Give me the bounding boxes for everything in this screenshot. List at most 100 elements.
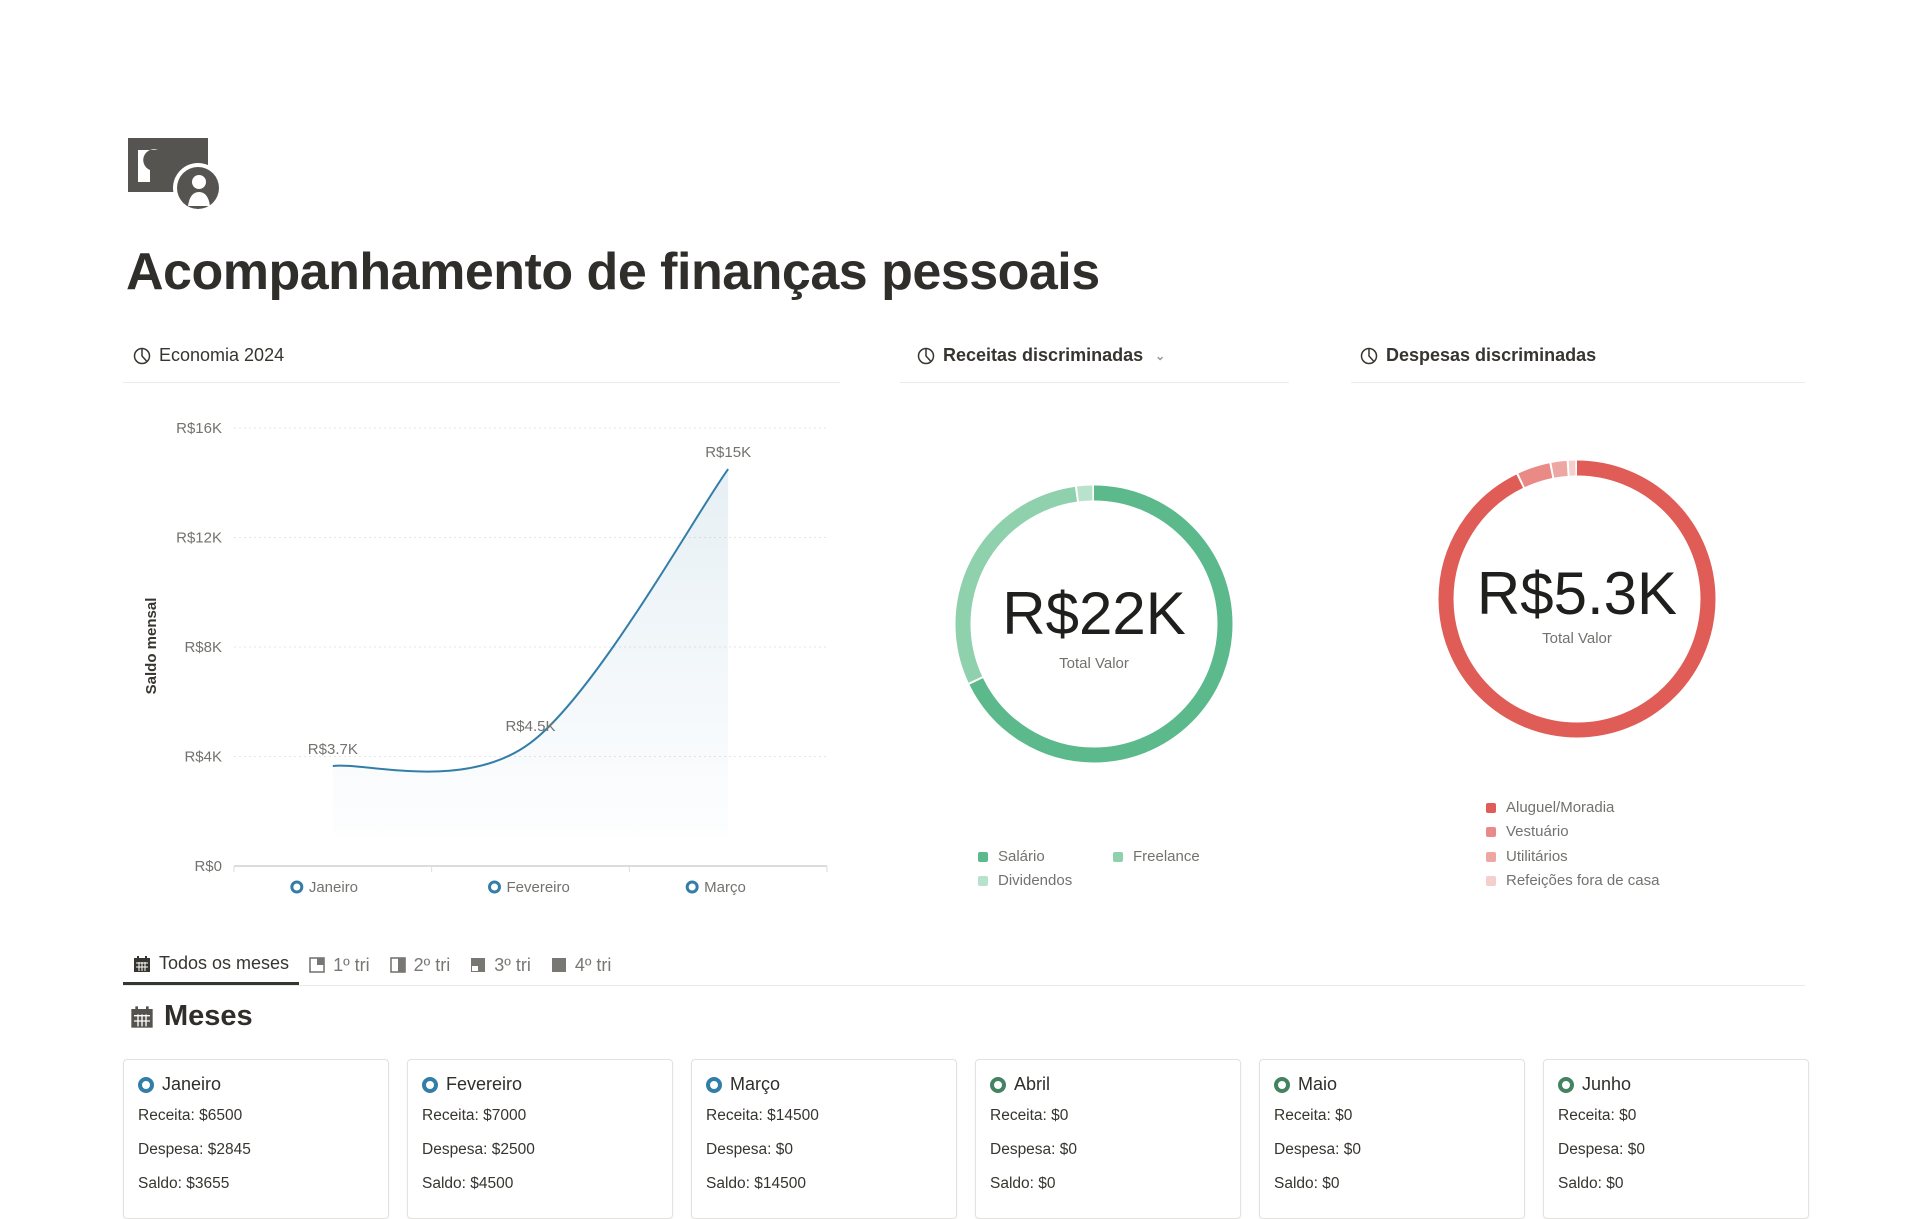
month-card[interactable]: Fevereiro Receita: $7000 Despesa: $2500 … (407, 1059, 673, 1219)
month-card[interactable]: Maio Receita: $0 Despesa: $0 Saldo: $0 (1259, 1059, 1525, 1219)
x-category-label[interactable]: Fevereiro (507, 879, 570, 896)
month-name: Junho (1582, 1074, 1632, 1094)
status-dot-icon (1558, 1076, 1574, 1093)
saldo-value: Saldo: $0 (990, 1175, 1056, 1192)
legend-label: Salário (998, 848, 1045, 865)
legend-item[interactable]: Utilitários (1486, 848, 1568, 865)
pie-chart-clock-icon (1360, 347, 1378, 364)
month-card[interactable]: Março Receita: $14500 Despesa: $0 Saldo:… (691, 1059, 957, 1219)
card-title: Junho (1558, 1074, 1794, 1095)
saldo-value: Saldo: $4500 (422, 1175, 514, 1192)
legend-label: Aluguel/Moradia (1506, 799, 1615, 816)
month-card[interactable]: Junho Receita: $0 Despesa: $0 Saldo: $0 (1543, 1059, 1809, 1219)
legend-item[interactable]: Salário (978, 848, 1045, 865)
pie-chart-clock-icon (133, 347, 151, 364)
status-dot-icon (138, 1076, 154, 1093)
legend-item[interactable]: Dividendos (978, 872, 1072, 889)
legend-label: Vestuário (1506, 823, 1569, 840)
legend-swatch (1486, 802, 1496, 813)
tab-label: 1º tri (333, 954, 370, 975)
saldo-value: Saldo: $3655 (138, 1175, 230, 1192)
month-name: Janeiro (162, 1074, 222, 1094)
y-tick-label: R$4K (184, 749, 222, 766)
meses-title: Meses (164, 1000, 253, 1032)
legend-label: Dividendos (998, 872, 1073, 889)
legend-swatch (1486, 875, 1496, 886)
saldo-value: Saldo: $0 (1558, 1175, 1624, 1192)
section-header-receitas[interactable]: Receitas discriminadas ⌄ (917, 345, 1165, 366)
receita-value: Receita: $0 (990, 1107, 1069, 1124)
y-tick-label: R$0 (194, 858, 222, 875)
donut-slice[interactable] (955, 485, 1233, 763)
money-coin-icon (128, 138, 223, 213)
calendar-icon (131, 1005, 153, 1028)
section-title: Economia 2024 (159, 345, 285, 365)
legend-label: Refeições fora de casa (1506, 872, 1660, 889)
receita-value: Receita: $7000 (422, 1107, 527, 1124)
legend-swatch (1486, 826, 1496, 837)
legend-swatch (978, 851, 988, 862)
legend-dot-icon (290, 880, 304, 894)
card-title: Março (706, 1074, 942, 1095)
despesa-value: Despesa: $0 (1274, 1141, 1362, 1158)
page-title: Acompanhamento de finanças pessoais (126, 243, 1100, 301)
income-donut-chart: R$22K Total Valor (955, 485, 1233, 763)
meses-heading: Meses (130, 1000, 253, 1033)
quarter-4-icon (551, 958, 566, 972)
card-title: Janeiro (138, 1074, 374, 1095)
tab-4-tri[interactable]: 4º tri (541, 945, 622, 985)
x-category-label[interactable]: Janeiro (309, 879, 358, 896)
saldo-value: Saldo: $0 (1274, 1175, 1340, 1192)
tab-label: 4º tri (574, 954, 612, 975)
tab-label: 3º tri (494, 954, 531, 975)
tab-2-tri[interactable]: 2º tri (380, 945, 461, 985)
donut-slice[interactable] (955, 485, 1233, 763)
divider (123, 382, 840, 383)
quarter-1-icon (309, 957, 325, 973)
receita-value: Receita: $6500 (138, 1107, 243, 1124)
legend-label: Utilitários (1506, 848, 1568, 865)
legend-item[interactable]: Vestuário (1486, 823, 1569, 840)
y-tick-label: R$16K (176, 420, 222, 437)
month-card[interactable]: Abril Receita: $0 Despesa: $0 Saldo: $0 (975, 1059, 1241, 1219)
receita-value: Receita: $0 (1274, 1107, 1353, 1124)
tab-label: Todos os meses (159, 953, 290, 973)
legend-swatch (1486, 851, 1496, 862)
divider (123, 985, 1805, 986)
despesa-value: Despesa: $2500 (422, 1141, 535, 1158)
month-name: Fevereiro (446, 1074, 523, 1094)
view-tabs: Todos os meses 1º tri 2º tri 3º tri 4º t… (123, 945, 621, 985)
area-fill (332, 469, 729, 836)
receita-value: Receita: $14500 (706, 1107, 819, 1124)
despesa-value: Despesa: $0 (990, 1141, 1078, 1158)
quarter-2-icon (389, 957, 406, 973)
legend-item[interactable]: Aluguel/Moradia (1486, 799, 1614, 816)
tab-3-tri[interactable]: 3º tri (460, 945, 541, 985)
tab-todos-os-meses[interactable]: Todos os meses (123, 945, 300, 985)
card-title: Fevereiro (422, 1074, 658, 1095)
section-title: Receitas discriminadas (943, 345, 1144, 365)
chevron-down-icon[interactable]: ⌄ (1155, 348, 1166, 363)
month-name: Maio (1298, 1074, 1338, 1094)
legend-item[interactable]: Refeições fora de casa (1486, 872, 1659, 889)
section-header-economia[interactable]: Economia 2024 (133, 345, 284, 366)
section-header-despesas[interactable]: Despesas discriminadas (1360, 345, 1596, 366)
data-label: R$3.7K (308, 741, 358, 758)
tab-1-tri[interactable]: 1º tri (299, 945, 380, 985)
calendar-icon (134, 955, 150, 972)
month-card[interactable]: Janeiro Receita: $6500 Despesa: $2845 Sa… (123, 1059, 389, 1219)
legend-label: Freelance (1133, 848, 1200, 865)
legend-dot-icon (488, 880, 501, 894)
y-tick-label: R$8K (184, 639, 222, 656)
pie-chart-clock-icon (917, 347, 935, 364)
data-label: R$4.5K (505, 718, 555, 735)
donut-slice[interactable] (1438, 460, 1716, 738)
section-title: Despesas discriminadas (1386, 345, 1597, 365)
legend-item[interactable]: Freelance (1113, 848, 1200, 865)
x-category-label[interactable]: Março (704, 879, 746, 896)
legend-swatch (1113, 851, 1123, 862)
despesa-value: Despesa: $0 (1558, 1141, 1646, 1158)
status-dot-icon (706, 1076, 722, 1093)
quarter-3-icon (471, 958, 486, 972)
